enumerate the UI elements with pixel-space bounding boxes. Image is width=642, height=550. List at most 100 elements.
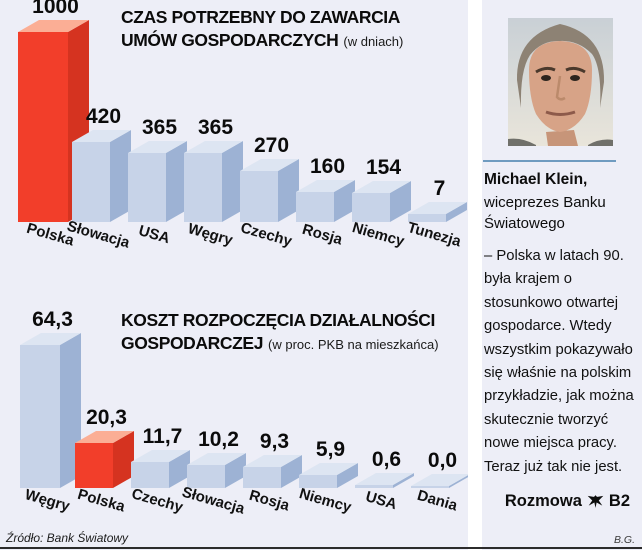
source-note: Źródło: Bank Światowy	[6, 531, 129, 545]
bar-USA: 0,6 USA	[355, 448, 414, 513]
bar-category-label: Słowacja	[180, 484, 247, 518]
bar-side-face	[446, 202, 467, 222]
bar-Węgry: 365 Węgry	[184, 116, 243, 249]
bar-top-face	[20, 333, 81, 345]
bar-value-label: 0,0	[428, 449, 457, 472]
bar-Niemcy: 154 Niemcy	[350, 156, 411, 250]
bar-value-label: 1000	[32, 0, 79, 18]
bar-value-label: 5,9	[316, 438, 345, 461]
interview-panel: Michael Klein, wiceprezes Banku Światowe…	[482, 0, 642, 550]
bar-top-face	[411, 474, 470, 486]
bar-value-label: 0,6	[372, 448, 401, 471]
photo-divider-rule	[483, 160, 616, 162]
bar-Słowacja: 10,2 Słowacja	[180, 428, 247, 518]
bar-category-label: Niemcy	[350, 219, 407, 250]
person-role-line1: wiceprezes Banku	[484, 194, 606, 211]
bar-Tunezja: 7 Tunezja	[406, 177, 467, 251]
bar-side-face	[225, 453, 246, 488]
bar-top-face	[352, 181, 411, 193]
bar-USA: 365 USA	[128, 116, 187, 247]
bar-value-label: 10,2	[198, 428, 239, 451]
bar-front-face	[408, 214, 446, 222]
bar-top-face	[131, 450, 190, 462]
startup-cost-bar-chart: 64,3 Węgry 20,3 Polska 11,7 Czechy 10,2 Słowacj…	[20, 308, 470, 518]
bar-category-label: Niemcy	[297, 485, 354, 516]
author-initials: B.G.	[613, 534, 635, 546]
bar-side-face	[337, 463, 358, 488]
bar-category-label: Rosja	[300, 221, 345, 249]
bar-side-face	[449, 474, 470, 488]
bar-front-face	[355, 485, 393, 488]
chart1-title: CZAS POTRZEBNY DO ZAWARCIA UMÓW GOSPODAR…	[121, 6, 466, 53]
chart2-unit-label: (w proc. PKB na mieszkańca)	[268, 337, 439, 352]
bar-front-face	[128, 153, 166, 222]
portrait-illustration	[508, 18, 613, 146]
bar-side-face	[166, 141, 187, 222]
contract-time-bar-chart: 1000Polska420Słowacja365USA365Węgry270Cz…	[18, 0, 467, 252]
bar-front-face	[296, 192, 334, 222]
bar-side-face	[222, 141, 243, 222]
bottom-rule	[0, 547, 642, 549]
bar-front-face	[411, 486, 449, 488]
bar-value-label: 9,3	[260, 430, 289, 453]
bar-front-face	[299, 475, 337, 488]
bar-top-face	[75, 431, 134, 443]
footer-page-number: B2	[608, 492, 630, 510]
bar-top-face	[72, 130, 131, 142]
bar-top-face	[243, 455, 302, 467]
bar-top-face	[408, 202, 467, 214]
bar-Rosja: 9,3 Rosja	[243, 430, 302, 515]
chart1-title-line2: UMÓW GOSPODARCZYCH	[121, 30, 339, 50]
bar-value-label: 7	[434, 177, 446, 200]
bar-category-label: Tunezja	[406, 219, 464, 251]
michael-klein-photo	[508, 18, 613, 146]
bar-side-face	[113, 431, 134, 488]
bar-side-face	[393, 473, 414, 488]
footer-label: Rozmowa	[504, 492, 582, 510]
bar-category-label: Węgry	[186, 220, 235, 249]
bar-category-label: USA	[137, 222, 172, 247]
bar-value-label: 365	[198, 116, 233, 139]
eagle-icon	[587, 495, 604, 508]
bar-category-label: Węgry	[23, 486, 72, 515]
bar-value-label: 365	[142, 116, 177, 139]
bar-top-face	[184, 141, 243, 153]
bar-category-label: Słowacja	[65, 218, 132, 252]
bar-value-label: 11,7	[143, 425, 183, 448]
person-role: wiceprezes Banku Światowego	[484, 192, 636, 234]
bar-front-face	[240, 171, 278, 222]
chart1-unit-label: (w dniach)	[343, 34, 404, 49]
column-gap	[468, 0, 482, 550]
chart2-title: KOSZT ROZPOCZĘCIA DZIAŁALNOŚCI GOSPODARC…	[121, 309, 466, 356]
bar-front-face	[187, 465, 225, 488]
bar-value-label: 64,3	[32, 308, 73, 331]
bar-value-label: 154	[366, 156, 401, 179]
bar-side-face	[281, 455, 302, 488]
bar-front-face	[243, 467, 281, 488]
bar-Polska: 20,3 Polska	[75, 406, 134, 516]
bar-category-label: Rosja	[247, 487, 292, 515]
chart2-title-line2: GOSPODARCZEJ	[121, 333, 264, 353]
bar-Węgry: 64,3 Węgry	[20, 308, 81, 515]
person-role-line2: Światowego	[484, 215, 565, 232]
bar-front-face	[131, 462, 169, 488]
bar-category-label: Polska	[76, 486, 128, 516]
bar-top-face	[299, 463, 358, 475]
see-interview-reference: Rozmowa B2	[505, 492, 630, 511]
bar-side-face	[110, 130, 131, 222]
bar-front-face	[352, 193, 390, 222]
bar-Dania: 0,0 Dania	[411, 449, 470, 515]
bar-side-face	[390, 181, 411, 222]
bar-top-face	[187, 453, 246, 465]
bar-front-face	[18, 32, 68, 222]
bar-side-face	[278, 159, 299, 222]
bar-category-label: Dania	[415, 487, 460, 515]
bar-value-label: 270	[254, 134, 289, 157]
bar-Rosja: 160 Rosja	[296, 155, 355, 249]
bar-top-face	[240, 159, 299, 171]
bar-category-label: Czechy	[239, 219, 295, 250]
bar-top-face	[355, 473, 414, 485]
bar-front-face	[184, 153, 222, 222]
interview-quote: – Polska w latach 90. była krajem o stos…	[484, 248, 634, 475]
